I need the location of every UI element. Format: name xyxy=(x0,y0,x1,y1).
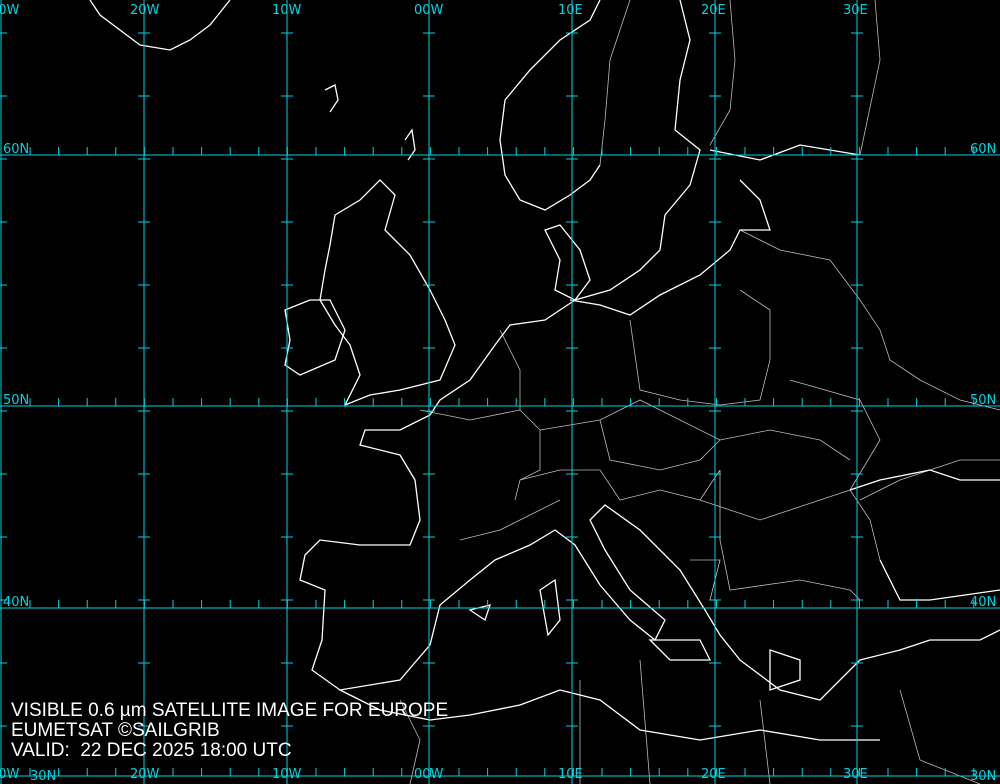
lon-label-bottom-30e: 30E xyxy=(843,767,868,782)
lat-label-left-60n: 60N xyxy=(3,142,30,157)
lon-label-top-20e: 20E xyxy=(701,3,726,18)
lon-label-bottom-30w: 30W xyxy=(0,767,20,782)
lon-label-bottom-10e: 10E xyxy=(558,767,583,782)
caption-credit: EUMETSAT ©SAILGRIB xyxy=(11,720,220,741)
lat-label-left-30n: 30N xyxy=(30,769,57,784)
lat-label-left-50n: 50N xyxy=(3,393,30,408)
lat-label-right-30n: 30N xyxy=(970,769,997,784)
caption-title: VISIBLE 0.6 µm SATELLITE IMAGE FOR EUROP… xyxy=(11,700,449,721)
coastlines xyxy=(89,0,1000,741)
lon-label-top-00w: 00W xyxy=(414,3,444,18)
lat-label-right-40n: 40N xyxy=(970,595,997,610)
lon-label-bottom-10w: 10W xyxy=(272,767,302,782)
lon-label-bottom-20e: 20E xyxy=(701,767,726,782)
lat-label-right-50n: 50N xyxy=(970,393,997,408)
lat-label-left-40n: 40N xyxy=(3,595,30,610)
lon-label-top-30w: 30W xyxy=(0,3,20,18)
lon-label-top-30e: 30E xyxy=(843,3,868,18)
lon-label-top-20w: 20W xyxy=(130,3,160,18)
lon-label-top-10e: 10E xyxy=(558,3,583,18)
country-borders xyxy=(399,0,1000,784)
lon-label-bottom-20w: 20W xyxy=(130,767,160,782)
caption-valid-time: VALID: 22 DEC 2025 18:00 UTC xyxy=(11,740,292,761)
lat-label-right-60n: 60N xyxy=(970,142,997,157)
lon-label-bottom-00w: 00W xyxy=(414,767,444,782)
lon-label-top-10w: 10W xyxy=(272,3,302,18)
